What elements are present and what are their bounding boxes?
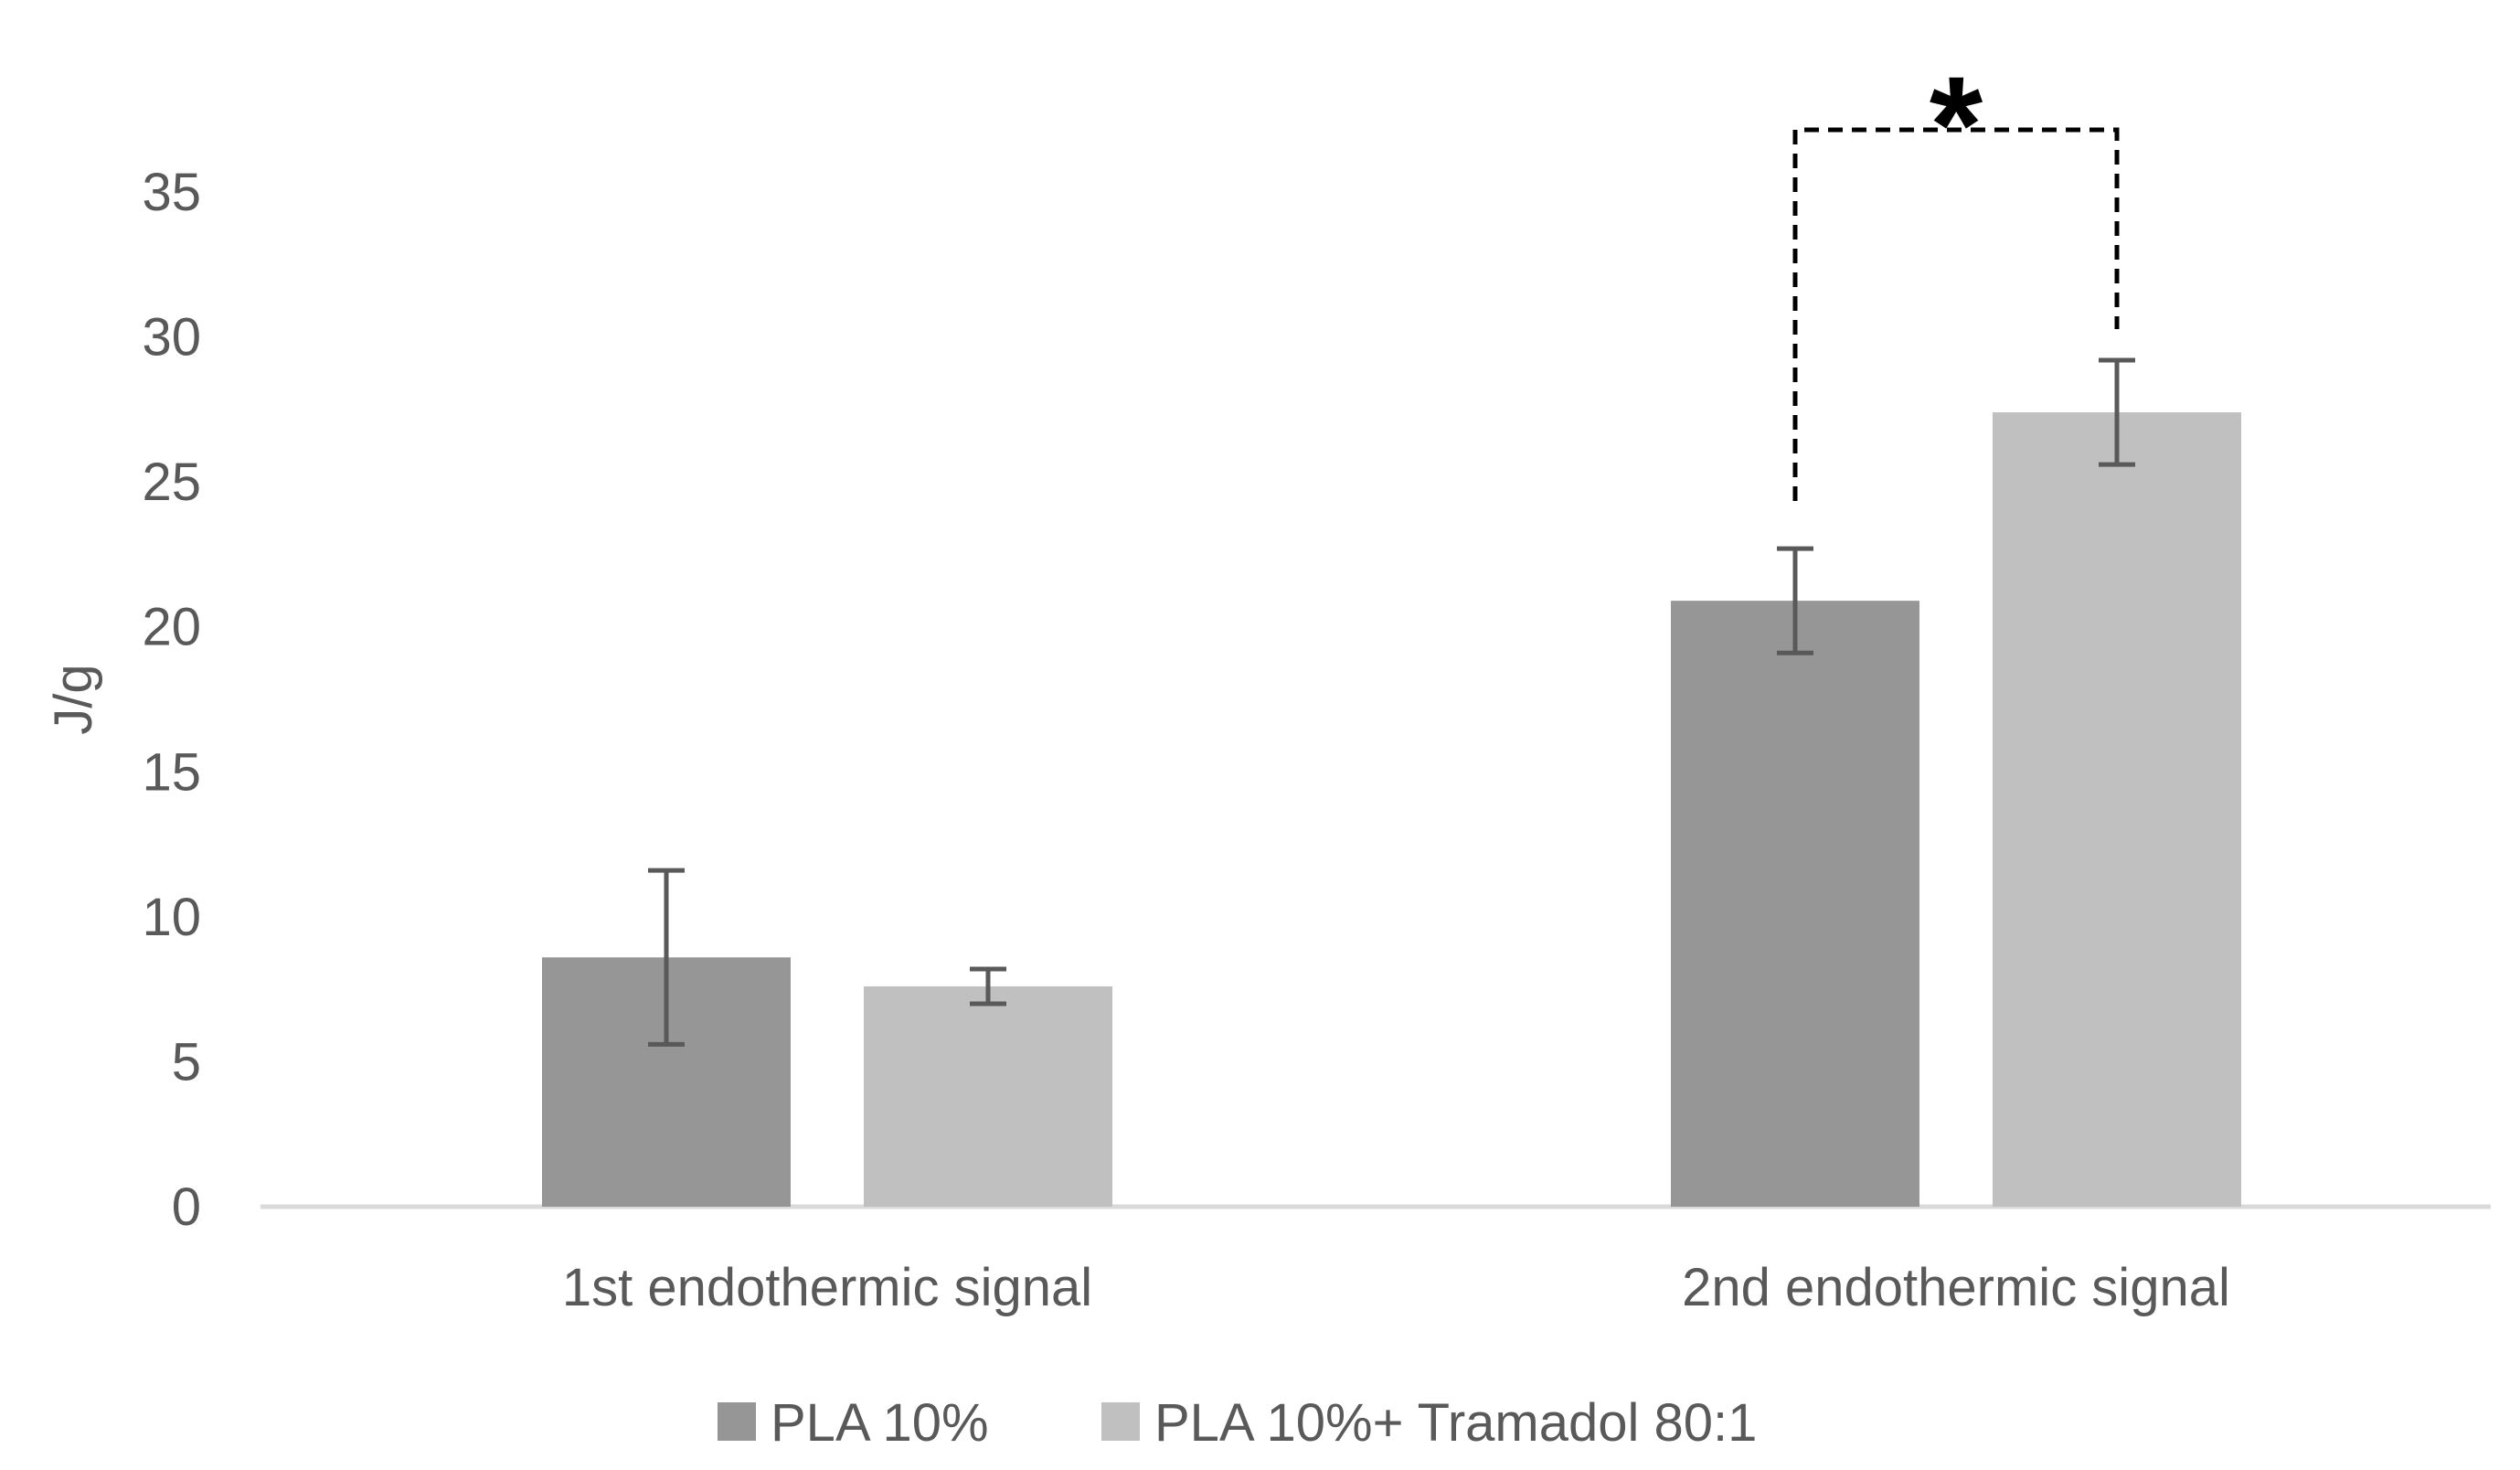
error-bars [648, 357, 2135, 1047]
x-category-label: 2nd endothermic signal [1682, 1258, 2230, 1317]
y-tick-label: 5 [172, 1032, 201, 1092]
error-bar-2-2 [2099, 357, 2135, 467]
x-axis-categories: 1st endothermic signal 2nd endothermic si… [562, 1258, 2230, 1317]
y-tick-label: 30 [142, 308, 201, 368]
bar-1-2 [1671, 601, 1919, 1207]
y-tick-label: 25 [142, 453, 201, 512]
bar-2-1 [864, 985, 1112, 1207]
legend-swatch-1 [718, 1402, 756, 1441]
bars [542, 412, 2241, 1207]
legend-label-2: PLA 10%+ Tramadol 80:1 [1154, 1393, 1757, 1453]
y-tick-label: 0 [172, 1177, 201, 1237]
error-bar-1-2 [1777, 546, 1813, 655]
bar-2-2 [1993, 412, 2241, 1207]
y-tick-label: 15 [142, 742, 201, 802]
significance-bracket: * [1792, 48, 2120, 501]
error-bar-2-1 [970, 966, 1006, 1007]
significance-marker: * [1930, 48, 1983, 201]
x-category-label: 1st endothermic signal [562, 1258, 1092, 1317]
y-tick-label: 20 [142, 598, 201, 657]
legend-label-1: PLA 10% [771, 1393, 989, 1453]
legend-swatch-2 [1101, 1402, 1140, 1441]
y-tick-label: 35 [142, 163, 201, 222]
y-axis-label: J/g [44, 664, 103, 734]
error-bar-1-1 [648, 868, 685, 1047]
y-axis-ticks: 0 5 10 15 20 25 30 35 [142, 163, 201, 1237]
significance-bracket-line [1792, 127, 2120, 501]
legend: PLA 10% PLA 10%+ Tramadol 80:1 [718, 1393, 1757, 1453]
y-tick-label: 10 [142, 888, 201, 947]
